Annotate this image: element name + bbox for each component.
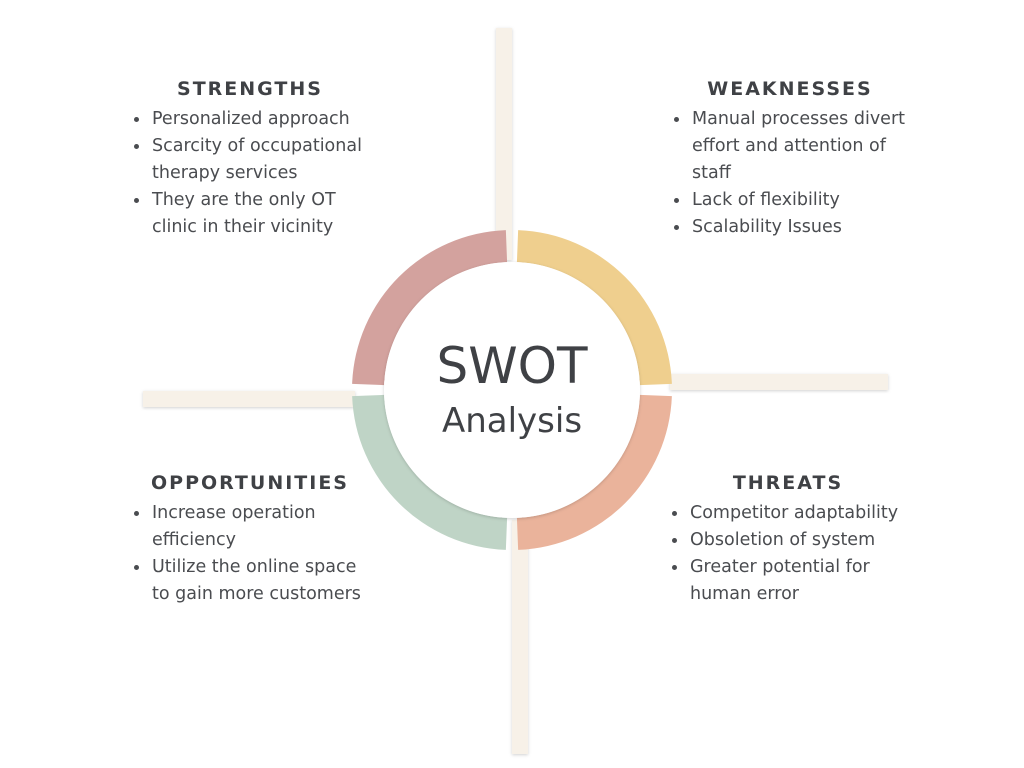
opportunities-quadrant: OPPORTUNITIES Increase operation efficie… [130, 472, 370, 608]
list-item: Competitor adaptability [672, 500, 908, 527]
divider-line-bottom [512, 520, 528, 754]
weaknesses-ring-segment [516, 230, 672, 386]
center-circle [384, 262, 640, 518]
list-item: They are the only OT clinic in their vic… [134, 187, 370, 241]
opportunities-heading: OPPORTUNITIES [151, 472, 349, 494]
list-item: Increase operation efficiency [134, 500, 370, 554]
list-item: Scarcity of occupational therapy service… [134, 133, 370, 187]
opportunities-ring-segment [352, 394, 508, 550]
list-item: Lack of flexibility [674, 187, 910, 214]
opportunities-list: Increase operation efficiency Utilize th… [130, 500, 370, 608]
weaknesses-heading: WEAKNESSES [707, 78, 873, 100]
threats-list: Competitor adaptability Obsoletion of sy… [668, 500, 908, 608]
list-item: Scalability Issues [674, 214, 910, 241]
strengths-ring-segment [352, 230, 508, 386]
weaknesses-quadrant: WEAKNESSES Manual processes divert effor… [670, 78, 910, 241]
divider-line-top [496, 28, 512, 260]
weaknesses-list: Manual processes divert effort and atten… [670, 106, 910, 241]
divider-line-left [143, 391, 355, 407]
list-item: Utilize the online space to gain more cu… [134, 554, 370, 608]
list-item: Obsoletion of system [672, 527, 908, 554]
diagram-title: SWOT [436, 337, 588, 395]
diagram-subtitle: Analysis [442, 401, 582, 441]
list-item: Manual processes divert effort and atten… [674, 106, 910, 187]
threats-heading: THREATS [732, 472, 844, 494]
divider-line-right [670, 374, 888, 390]
threats-quadrant: THREATS Competitor adaptability Obsoleti… [668, 472, 908, 608]
strengths-heading: STRENGTHS [177, 78, 323, 100]
strengths-quadrant: STRENGTHS Personalized approach Scarcity… [130, 78, 370, 241]
list-item: Personalized approach [134, 106, 370, 133]
threats-ring-segment [516, 394, 672, 550]
strengths-list: Personalized approach Scarcity of occupa… [130, 106, 370, 241]
list-item: Greater potential for human error [672, 554, 908, 608]
